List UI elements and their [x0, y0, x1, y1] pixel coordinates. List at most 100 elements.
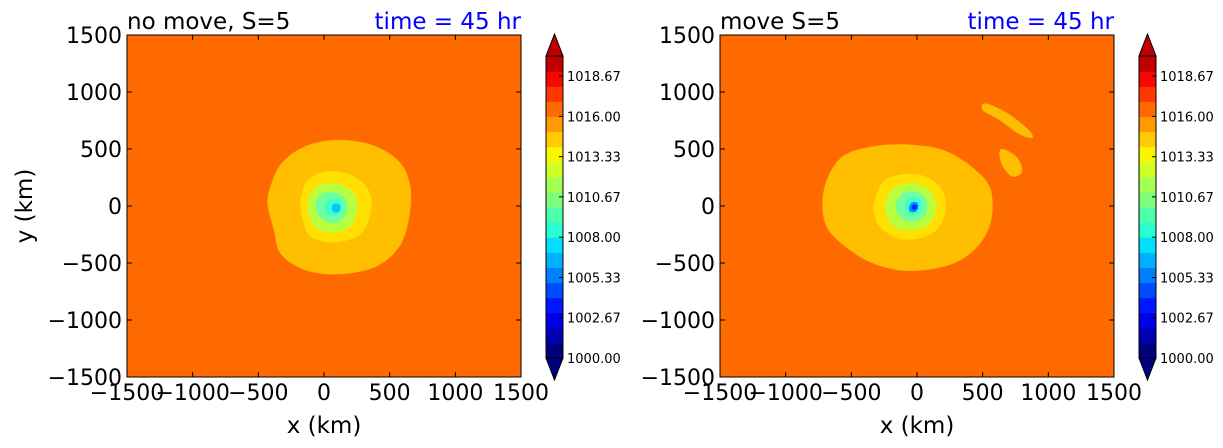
colorbar-band [546, 207, 563, 223]
colorbar-extend-min [545, 357, 564, 382]
y-tick-label: −1000 [48, 309, 122, 334]
y-tick-label: 0 [108, 195, 122, 220]
contour-region [999, 148, 1023, 177]
y-tick-label: 1500 [659, 24, 715, 49]
colorbar-tick-label: 1013.33 [567, 151, 621, 166]
y-tick-label: −1500 [48, 366, 122, 391]
x-tick-label: −1500 [683, 381, 757, 406]
panel-title-right: time = 45 hr [968, 9, 1115, 35]
colorbar: 1000.00 1002.67 1005.33 1008.00 1010.67 1013.… [1138, 32, 1214, 382]
x-tick-label: 500 [962, 381, 1004, 406]
y-tick-label: −500 [62, 252, 122, 277]
colorbar-extend-max [1138, 32, 1157, 57]
contour-group [267, 139, 412, 275]
colorbar-band [1139, 191, 1156, 208]
colorbar-band [546, 131, 563, 148]
colorbar-tick-label: 1008.00 [567, 231, 621, 246]
colorbar-band [546, 222, 563, 238]
y-tick-label: 500 [673, 138, 715, 163]
colorbar-tick-label: 1016.00 [567, 110, 621, 125]
x-axis-label: x (km) [880, 413, 955, 439]
colorbar-band [546, 86, 563, 102]
contour-region [331, 203, 341, 213]
colorbar-band [1139, 282, 1156, 299]
colorbar-band [546, 116, 563, 133]
colorbar-tick-label: 1005.33 [1160, 272, 1214, 287]
panel-title-left: move S=5 [720, 9, 840, 35]
colorbar-band [1139, 222, 1156, 238]
colorbar-tick-label: 1000.00 [1160, 352, 1214, 367]
y-tick-label: −500 [655, 252, 715, 277]
colorbar-tick-label: 1013.33 [1160, 151, 1214, 166]
x-axis-label: x (km) [287, 413, 362, 439]
colorbar-band [546, 342, 563, 359]
x-tick-label: −500 [821, 381, 881, 406]
colorbar-band [546, 146, 563, 163]
x-tick-label: 0 [317, 381, 331, 406]
colorbar-band [546, 297, 563, 314]
colorbar-band [1139, 116, 1156, 133]
colorbar-band [1139, 237, 1156, 253]
colorbar-band [546, 282, 563, 299]
colorbar-band [1139, 327, 1156, 344]
colorbar-band [546, 176, 563, 193]
colorbar-band [546, 327, 563, 344]
x-tick-label: −500 [228, 381, 288, 406]
colorbar-band [1139, 207, 1156, 223]
colorbar-tick-label: 1000.00 [567, 352, 621, 367]
y-tick-label: −1500 [641, 366, 715, 391]
colorbar-band [1139, 86, 1156, 102]
colorbar-tick-label: 1018.67 [1160, 70, 1214, 85]
colorbar-band [546, 161, 563, 178]
colorbar-band [546, 237, 563, 253]
panel-title-right: time = 45 hr [375, 9, 522, 35]
colorbar-tick-label: 1002.67 [567, 312, 621, 327]
x-tick-label: 1500 [1086, 381, 1142, 406]
colorbar-frame [1138, 55, 1157, 359]
colorbar: 1000.00 1002.67 1005.33 1008.00 1010.67 1013.… [545, 32, 621, 382]
colorbar-band [1139, 71, 1156, 87]
y-tick-label: 0 [701, 195, 715, 220]
colorbar-tick-label: 1002.67 [1160, 312, 1214, 327]
y-axis-label: y (km) [12, 169, 38, 244]
x-tick-label: 1000 [1020, 381, 1076, 406]
colorbar-band [546, 191, 563, 208]
x-tick-label: −1000 [748, 381, 822, 406]
x-tick-label: 500 [369, 381, 411, 406]
colorbar-tick-label: 1008.00 [1160, 231, 1214, 246]
colorbar-band [1139, 267, 1156, 284]
y-tick-label: 500 [80, 138, 122, 163]
colorbar-band [1139, 297, 1156, 314]
contour-region [981, 103, 1033, 138]
colorbar-band [1139, 101, 1156, 117]
colorbar-tick-label: 1018.67 [567, 70, 621, 85]
colorbar-band [1139, 161, 1156, 178]
x-tick-label: 1500 [493, 381, 549, 406]
x-tick-label: −1500 [90, 381, 164, 406]
y-tick-label: 1000 [659, 81, 715, 106]
y-tick-label: 1500 [66, 24, 122, 49]
colorbar-band [1139, 342, 1156, 359]
colorbar-frame [545, 55, 564, 359]
colorbar-band [546, 312, 563, 329]
panel-title-left: no move, S=5 [127, 9, 290, 35]
colorbar-band [546, 252, 563, 268]
colorbar-extend-max [545, 32, 564, 57]
x-tick-label: −1000 [155, 381, 229, 406]
colorbar-band [1139, 56, 1156, 72]
colorbar-band [1139, 252, 1156, 268]
y-tick-label: 1000 [66, 81, 122, 106]
colorbar-tick-label: 1016.00 [1160, 110, 1214, 125]
colorbar-band [1139, 312, 1156, 329]
colorbar-extend-min [1138, 357, 1157, 382]
contour-region [911, 204, 918, 210]
colorbar-band [546, 267, 563, 284]
x-tick-label: 1000 [427, 381, 483, 406]
colorbar-band [1139, 146, 1156, 163]
colorbar-band [546, 56, 563, 72]
contour-group [822, 103, 1033, 272]
x-tick-label: 0 [910, 381, 924, 406]
colorbar-band [546, 101, 563, 117]
colorbar-band [546, 71, 563, 87]
